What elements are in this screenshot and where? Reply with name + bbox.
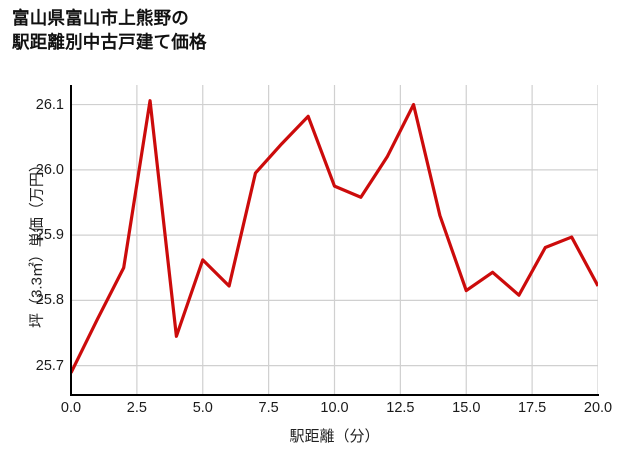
y-tick-label: 25.8: [35, 292, 64, 309]
y-tick-label: 25.9: [35, 227, 64, 244]
y-tick-label: 26.0: [35, 161, 64, 178]
x-tick-label: 17.5: [517, 400, 547, 416]
x-axis-spine: [70, 394, 599, 396]
x-tick-label: 0.0: [60, 400, 82, 416]
y-tick-label: 25.7: [35, 357, 64, 374]
x-axis-title: 駅距離（分）: [289, 428, 380, 445]
data-series-line: [71, 99, 598, 374]
x-tick-label: 5.0: [192, 400, 213, 416]
x-tick-label: 2.5: [126, 400, 147, 416]
gridlines: [71, 85, 598, 395]
x-tick-label: 10.0: [320, 400, 349, 416]
y-axis-tick-labels: 26.1 26.0 25.9 25.8 25.7: [0, 85, 64, 395]
page-title: 富山県富山市上熊野の 駅距離別中古戸建て価格: [12, 8, 207, 53]
x-tick-label: 7.5: [258, 400, 279, 416]
x-tick-label: 20.0: [583, 400, 613, 416]
line-chart-svg: [71, 85, 598, 395]
x-axis-tick-labels: 0.0 2.5 5.0 7.5 10.0 12.5 15.0 17.5 20.0: [61, 400, 612, 420]
plot-area: [70, 85, 599, 396]
x-tick-label: 12.5: [386, 400, 415, 416]
y-axis-spine: [70, 85, 72, 395]
x-tick-label: 15.0: [452, 400, 481, 416]
y-tick-label: 26.1: [35, 96, 64, 113]
